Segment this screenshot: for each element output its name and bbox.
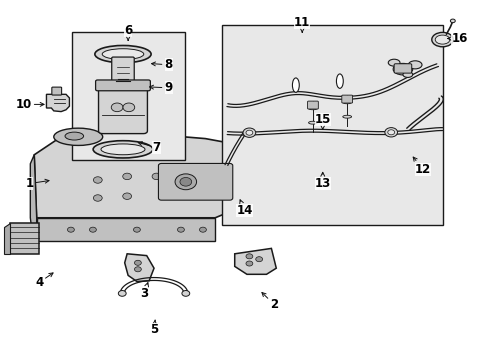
Circle shape xyxy=(123,103,134,112)
Text: 2: 2 xyxy=(262,293,277,311)
Circle shape xyxy=(133,227,140,232)
Circle shape xyxy=(93,195,102,201)
Ellipse shape xyxy=(95,45,151,63)
Ellipse shape xyxy=(342,115,351,118)
Polygon shape xyxy=(37,218,215,241)
FancyBboxPatch shape xyxy=(98,85,147,134)
Text: 15: 15 xyxy=(314,113,330,129)
Circle shape xyxy=(384,127,397,137)
Text: 1: 1 xyxy=(25,177,49,190)
FancyBboxPatch shape xyxy=(307,101,318,109)
Text: 14: 14 xyxy=(236,200,252,217)
Ellipse shape xyxy=(402,72,412,77)
Circle shape xyxy=(245,130,252,135)
Circle shape xyxy=(449,19,454,23)
Ellipse shape xyxy=(407,61,421,69)
Text: 5: 5 xyxy=(150,320,158,336)
Circle shape xyxy=(134,267,141,272)
Circle shape xyxy=(67,227,74,232)
FancyBboxPatch shape xyxy=(158,163,232,200)
Text: 4: 4 xyxy=(35,273,53,289)
Polygon shape xyxy=(124,254,154,282)
Text: 10: 10 xyxy=(15,98,44,111)
Ellipse shape xyxy=(54,128,102,145)
Text: 7: 7 xyxy=(138,141,160,154)
Polygon shape xyxy=(234,248,276,274)
FancyBboxPatch shape xyxy=(96,80,150,91)
Circle shape xyxy=(177,227,184,232)
Circle shape xyxy=(122,173,131,180)
Ellipse shape xyxy=(308,121,317,124)
Circle shape xyxy=(152,173,161,180)
FancyBboxPatch shape xyxy=(393,64,411,73)
Ellipse shape xyxy=(65,132,83,140)
Circle shape xyxy=(89,227,96,232)
Circle shape xyxy=(199,227,206,232)
Text: 3: 3 xyxy=(140,283,148,300)
Ellipse shape xyxy=(431,32,452,47)
Text: 9: 9 xyxy=(149,81,172,94)
FancyBboxPatch shape xyxy=(111,57,134,83)
Circle shape xyxy=(245,261,252,266)
Ellipse shape xyxy=(93,141,153,158)
FancyBboxPatch shape xyxy=(52,87,61,95)
Polygon shape xyxy=(10,223,39,254)
Circle shape xyxy=(111,103,123,112)
Circle shape xyxy=(93,177,102,183)
Circle shape xyxy=(122,193,131,199)
Circle shape xyxy=(118,291,126,296)
Ellipse shape xyxy=(342,101,351,104)
Circle shape xyxy=(243,128,255,138)
Ellipse shape xyxy=(292,78,299,92)
Polygon shape xyxy=(4,223,10,254)
Circle shape xyxy=(134,260,141,265)
Text: 6: 6 xyxy=(124,24,132,40)
Polygon shape xyxy=(34,130,254,218)
Circle shape xyxy=(180,177,191,186)
Circle shape xyxy=(245,254,252,259)
Ellipse shape xyxy=(336,74,343,88)
Circle shape xyxy=(175,174,196,190)
Circle shape xyxy=(210,191,219,198)
Ellipse shape xyxy=(387,59,399,66)
Bar xyxy=(222,25,442,225)
Ellipse shape xyxy=(308,107,317,110)
Circle shape xyxy=(201,184,209,190)
Text: 11: 11 xyxy=(293,16,310,32)
Ellipse shape xyxy=(434,35,449,44)
Polygon shape xyxy=(30,155,37,241)
Ellipse shape xyxy=(102,49,143,59)
Circle shape xyxy=(182,291,189,296)
Text: 12: 12 xyxy=(412,157,430,176)
Ellipse shape xyxy=(101,144,144,155)
Text: 8: 8 xyxy=(151,58,172,71)
Circle shape xyxy=(181,177,190,183)
Circle shape xyxy=(387,130,394,135)
FancyBboxPatch shape xyxy=(341,95,352,103)
Text: 16: 16 xyxy=(447,32,467,45)
Bar xyxy=(72,32,184,160)
Circle shape xyxy=(255,257,262,262)
Polygon shape xyxy=(46,94,69,112)
Text: 13: 13 xyxy=(314,172,330,190)
Ellipse shape xyxy=(392,63,412,75)
